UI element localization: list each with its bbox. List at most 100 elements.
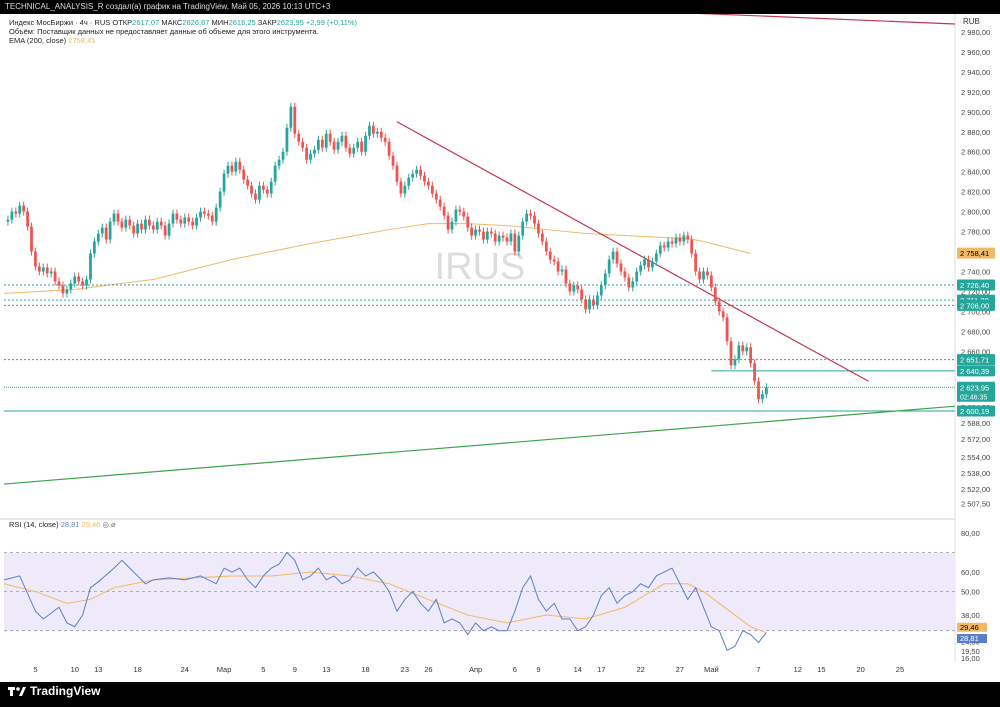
candle-body[interactable] xyxy=(654,253,658,262)
candle-body[interactable] xyxy=(379,131,383,138)
candle-body[interactable] xyxy=(199,211,202,218)
candle-body[interactable] xyxy=(599,285,603,296)
candle-body[interactable] xyxy=(293,106,297,134)
candle-body[interactable] xyxy=(226,165,230,174)
candle-body[interactable] xyxy=(26,211,29,227)
candle-body[interactable] xyxy=(41,267,45,272)
candle-body[interactable] xyxy=(462,211,466,217)
candle-body[interactable] xyxy=(167,223,171,236)
candle-body[interactable] xyxy=(686,235,690,240)
candle-body[interactable] xyxy=(372,125,375,134)
candle-body[interactable] xyxy=(458,209,462,212)
candle-body[interactable] xyxy=(584,299,587,310)
candle-body[interactable] xyxy=(403,185,407,194)
candle-body[interactable] xyxy=(159,221,163,226)
candle-body[interactable] xyxy=(93,241,96,254)
candle-body[interactable] xyxy=(729,341,733,366)
candle-body[interactable] xyxy=(721,311,725,318)
candle-body[interactable] xyxy=(415,169,418,174)
candle-body[interactable] xyxy=(210,215,214,222)
candle-body[interactable] xyxy=(69,283,73,290)
candle-body[interactable] xyxy=(49,271,53,274)
candle-body[interactable] xyxy=(764,387,768,395)
candle-body[interactable] xyxy=(537,223,540,234)
candle-body[interactable] xyxy=(183,217,187,224)
candle-body[interactable] xyxy=(698,271,701,280)
candle-body[interactable] xyxy=(234,161,238,172)
candle-body[interactable] xyxy=(666,241,670,248)
candle-body[interactable] xyxy=(588,299,591,310)
candle-body[interactable] xyxy=(446,215,450,230)
candle-body[interactable] xyxy=(313,149,316,154)
candle-body[interactable] xyxy=(513,233,517,252)
candle-body[interactable] xyxy=(179,219,183,224)
candle-body[interactable] xyxy=(340,135,344,142)
candle-body[interactable] xyxy=(533,215,536,224)
candle-body[interactable] xyxy=(132,225,136,234)
candle-body[interactable] xyxy=(753,363,756,382)
candle-body[interactable] xyxy=(427,181,430,186)
candle-body[interactable] xyxy=(108,221,112,240)
candle-body[interactable] xyxy=(749,347,753,364)
candle-body[interactable] xyxy=(525,213,529,222)
candle-body[interactable] xyxy=(745,347,749,352)
candle-body[interactable] xyxy=(517,235,521,252)
candle-body[interactable] xyxy=(635,271,639,282)
candle-body[interactable] xyxy=(572,285,576,292)
candle-body[interactable] xyxy=(195,217,198,226)
candle-body[interactable] xyxy=(297,133,301,142)
candle-body[interactable] xyxy=(560,269,564,272)
candle-body[interactable] xyxy=(254,193,257,200)
candle-body[interactable] xyxy=(238,161,242,170)
candle-body[interactable] xyxy=(391,155,395,166)
candle-body[interactable] xyxy=(53,271,57,282)
candle-body[interactable] xyxy=(281,151,285,160)
candle-body[interactable] xyxy=(497,235,501,242)
candle-body[interactable] xyxy=(328,133,332,142)
candle-body[interactable] xyxy=(607,259,611,274)
candle-body[interactable] xyxy=(61,285,65,294)
candle-body[interactable] xyxy=(761,394,764,400)
candle-body[interactable] xyxy=(544,241,548,252)
candle-body[interactable] xyxy=(658,245,662,254)
candle-body[interactable] xyxy=(89,253,92,280)
candle-body[interactable] xyxy=(419,169,422,176)
candle-body[interactable] xyxy=(100,227,104,234)
candle-body[interactable] xyxy=(411,173,415,178)
candle-body[interactable] xyxy=(273,165,277,182)
candle-body[interactable] xyxy=(505,237,509,242)
candle-body[interactable] xyxy=(639,265,642,272)
chart-area[interactable]: RUB 2 980,00 2 960,00 2 940,00 2 920,00 2 900… xyxy=(0,14,1000,682)
candle-body[interactable] xyxy=(466,216,470,228)
candle-body[interactable] xyxy=(309,153,312,160)
candle-body[interactable] xyxy=(690,239,694,254)
candle-body[interactable] xyxy=(230,165,234,172)
candle-body[interactable] xyxy=(171,213,175,224)
candle-body[interactable] xyxy=(356,141,360,148)
candle-body[interactable] xyxy=(155,221,159,230)
trend-line-uptrend[interactable] xyxy=(3,405,956,485)
candle-body[interactable] xyxy=(643,259,646,266)
candle-body[interactable] xyxy=(305,147,308,160)
candle-body[interactable] xyxy=(619,263,623,272)
candle-body[interactable] xyxy=(603,273,607,286)
candle-body[interactable] xyxy=(246,179,250,186)
candle-body[interactable] xyxy=(301,141,305,148)
candle-body[interactable] xyxy=(151,225,155,230)
candle-body[interactable] xyxy=(81,281,84,286)
candle-body[interactable] xyxy=(368,125,371,136)
candle-body[interactable] xyxy=(741,345,745,352)
candle-body[interactable] xyxy=(383,137,387,142)
candle-body[interactable] xyxy=(470,227,474,236)
candle-body[interactable] xyxy=(57,281,61,286)
candle-body[interactable] xyxy=(14,211,18,214)
candle-body[interactable] xyxy=(576,285,580,290)
candle-body[interactable] xyxy=(148,219,151,226)
candle-body[interactable] xyxy=(206,213,210,216)
candle-body[interactable] xyxy=(30,226,33,252)
candle-body[interactable] xyxy=(336,141,340,150)
candle-body[interactable] xyxy=(104,227,108,240)
candle-body[interactable] xyxy=(18,205,22,214)
candle-body[interactable] xyxy=(203,211,206,214)
trend-line-top-trend[interactable] xyxy=(664,14,956,25)
